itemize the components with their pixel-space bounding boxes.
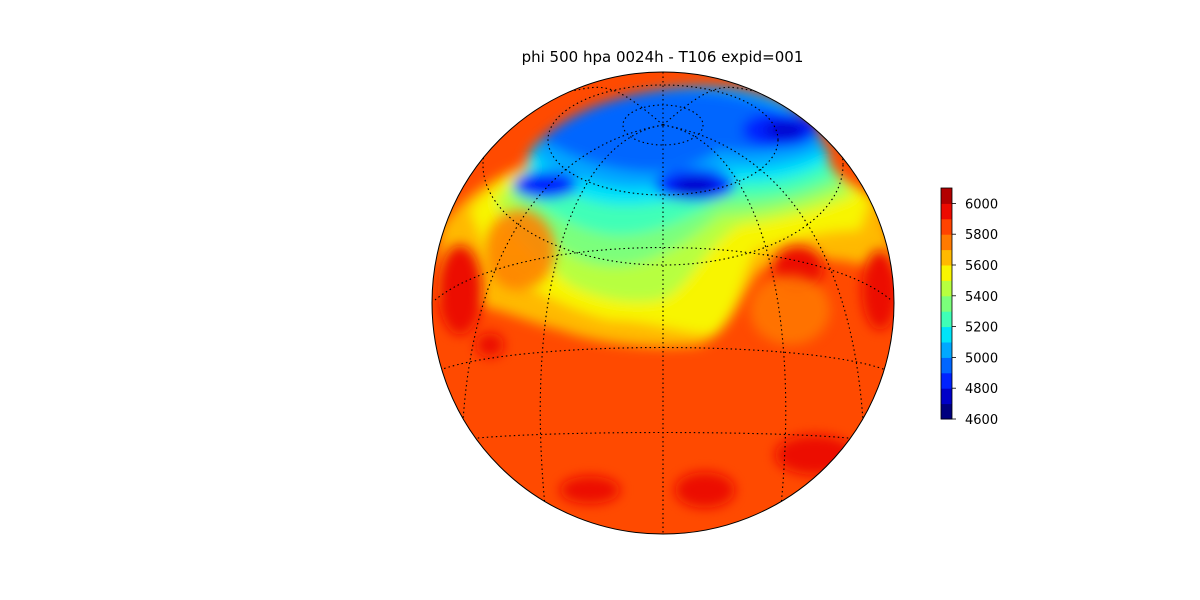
colorbar-tick-label: 5200: [965, 321, 998, 336]
colorbar-tick-label: 5600: [965, 259, 998, 274]
colorbar-tick-label: 4800: [965, 382, 998, 397]
colorbar-swatch: [941, 188, 952, 204]
ridge-south-pacific: [560, 476, 620, 504]
band-east-pacific: [485, 210, 555, 290]
colorbar-swatch: [941, 403, 952, 420]
colorbar-tick-label: 6000: [965, 197, 998, 212]
globe-outline: [431, 71, 895, 535]
colorbar-swatch: [941, 265, 952, 281]
colorbar-swatch: [941, 311, 952, 328]
colorbar-swatch: [941, 295, 952, 312]
colorbar-swatch: [941, 249, 952, 266]
colorbar-tick-label: 4600: [965, 413, 998, 428]
ridge-central: [476, 333, 504, 357]
ridge-pacific: [438, 245, 482, 335]
colorbar-swatch: [941, 388, 952, 405]
colorbar-swatch: [941, 342, 952, 358]
colorbar-frame: [940, 187, 953, 420]
ridge-south-america: [675, 472, 735, 508]
colorbar-swatch: [941, 218, 952, 235]
colorbar: 6000 5800 5600 5400 5200 5000 4800 4600: [940, 187, 998, 428]
plot-title: phi 500 hpa 0024h - T106 expid=001: [521, 48, 804, 66]
trough-europe-core: [765, 122, 805, 138]
colorbar-swatch: [941, 357, 952, 374]
trough-greenland-core: [673, 178, 717, 194]
colorbar-tick-label: 5400: [965, 290, 998, 305]
contour-5000: [540, 90, 810, 173]
colorbar-tick-label: 5800: [965, 228, 998, 243]
colorbar-swatch: [941, 326, 952, 343]
trough-west: [513, 171, 577, 199]
ridge-east: [862, 250, 894, 330]
colorbar-swatch: [941, 280, 952, 297]
globe-field: [432, 72, 894, 534]
band-atlantic: [750, 275, 830, 345]
colorbar-swatch: [941, 203, 952, 220]
ridge-south-atlantic: [775, 435, 855, 475]
colorbar-swatch: [941, 234, 952, 251]
colorbar-swatch: [941, 372, 952, 389]
colorbar-tick-label: 5000: [965, 351, 998, 366]
